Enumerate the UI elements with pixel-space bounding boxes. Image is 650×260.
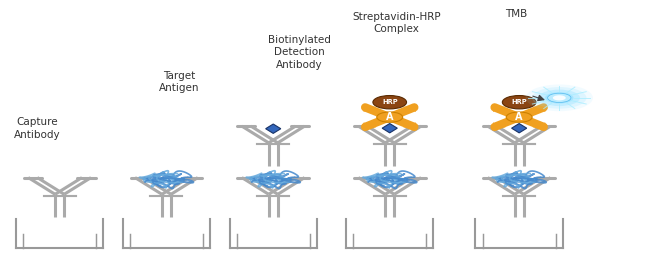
Circle shape <box>506 112 532 122</box>
Polygon shape <box>493 107 506 112</box>
Polygon shape <box>382 124 397 133</box>
Text: A: A <box>515 112 523 122</box>
Text: Target
Antigen: Target Antigen <box>159 71 200 93</box>
Polygon shape <box>493 122 506 128</box>
Text: HRP: HRP <box>512 99 527 105</box>
Circle shape <box>552 95 566 100</box>
Text: HRP: HRP <box>382 99 398 105</box>
Circle shape <box>377 112 402 122</box>
Polygon shape <box>532 122 546 128</box>
Circle shape <box>548 93 571 102</box>
Polygon shape <box>532 107 546 112</box>
Circle shape <box>373 95 406 109</box>
Text: Biotinylated
Detection
Antibody: Biotinylated Detection Antibody <box>268 35 331 70</box>
Polygon shape <box>403 107 416 112</box>
Polygon shape <box>363 107 376 112</box>
Circle shape <box>526 84 593 111</box>
Polygon shape <box>403 122 416 128</box>
Circle shape <box>532 87 586 109</box>
Text: Streptavidin-HRP
Complex: Streptavidin-HRP Complex <box>352 12 441 34</box>
Text: Capture
Antibody: Capture Antibody <box>14 117 60 140</box>
Polygon shape <box>363 122 376 128</box>
Text: A: A <box>386 112 393 122</box>
Polygon shape <box>266 124 281 133</box>
Polygon shape <box>512 124 526 133</box>
Circle shape <box>502 95 536 109</box>
Circle shape <box>539 90 580 106</box>
Circle shape <box>545 92 573 103</box>
Text: TMB: TMB <box>505 9 527 19</box>
